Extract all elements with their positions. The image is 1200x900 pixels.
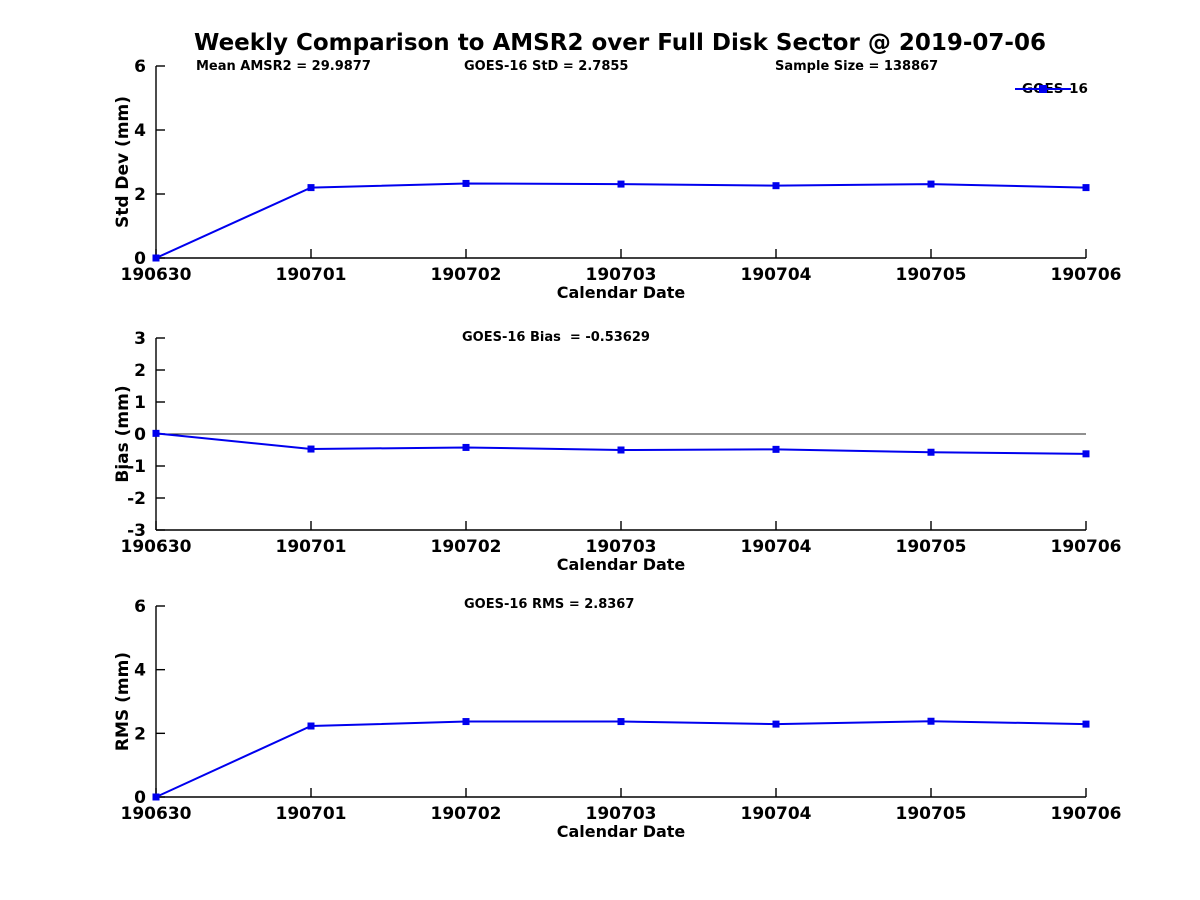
y-tick-label-std-dev: 0	[134, 249, 146, 269]
x-tick-label-rms: 190630	[121, 804, 192, 824]
data-point-marker-rms	[1082, 720, 1090, 728]
y-axis-label-rms: RMS (mm)	[113, 652, 133, 751]
y-tick-label-rms: 4	[134, 661, 146, 681]
x-tick-label-std-dev: 190702	[431, 265, 502, 285]
x-tick-label-rms: 190702	[431, 804, 502, 824]
x-axis-label-std-dev: Calendar Date	[557, 283, 686, 302]
sample-size-stat: Sample Size = 138867	[775, 59, 939, 74]
data-point-marker-bias	[152, 429, 160, 437]
data-point-marker-bias	[1082, 450, 1090, 458]
data-point-marker-rms	[617, 718, 625, 726]
x-tick-label-rms: 190701	[276, 804, 347, 824]
chart-title: Weekly Comparison to AMSR2 over Full Dis…	[194, 30, 1046, 56]
goes16-line-rms	[155, 720, 1087, 798]
data-point-marker-std-dev	[772, 182, 780, 190]
legend: GOES-16	[1014, 80, 1088, 98]
x-tick-label-rms: 190703	[586, 804, 657, 824]
data-point-marker-bias	[772, 445, 780, 453]
data-point-marker-bias	[927, 448, 935, 456]
x-tick-label-bias: 190702	[431, 537, 502, 557]
x-tick-label-bias: 190706	[1051, 537, 1122, 557]
x-tick-label-bias: 190630	[121, 537, 192, 557]
goes16-line-std-dev	[155, 182, 1087, 259]
goes16-std-stat: GOES-16 StD = 2.7855	[464, 59, 629, 74]
legend-line-icon	[1015, 85, 1071, 93]
x-tick-label-rms: 190704	[741, 804, 812, 824]
data-point-marker-bias	[462, 443, 470, 451]
x-tick-label-bias: 190701	[276, 537, 347, 557]
y-tick-label-bias: 3	[134, 329, 146, 349]
x-tick-label-std-dev: 190701	[276, 265, 347, 285]
x-tick-label-std-dev: 190704	[741, 265, 812, 285]
data-point-marker-rms	[307, 722, 315, 730]
data-point-marker-std-dev	[617, 180, 625, 188]
y-tick-label-std-dev: 2	[134, 185, 146, 205]
data-point-marker-std-dev	[462, 179, 470, 187]
data-point-marker-rms	[152, 793, 160, 801]
x-tick-label-rms: 190705	[896, 804, 967, 824]
y-tick-label-bias: -1	[127, 457, 146, 477]
data-point-marker-std-dev	[927, 180, 935, 188]
x-tick-label-std-dev: 190703	[586, 265, 657, 285]
x-tick-label-std-dev: 190706	[1051, 265, 1122, 285]
rms-annotation: GOES-16 RMS = 2.8367	[464, 597, 635, 612]
data-point-marker-bias	[307, 445, 315, 453]
x-axis-label-bias: Calendar Date	[557, 555, 686, 574]
y-tick-label-rms: 2	[134, 724, 146, 744]
x-tick-label-bias: 190705	[896, 537, 967, 557]
y-tick-label-bias: 1	[134, 393, 146, 413]
y-axis-label-std-dev: Std Dev (mm)	[113, 96, 133, 228]
y-tick-label-bias: -3	[127, 521, 146, 541]
x-tick-label-bias: 190704	[741, 537, 812, 557]
x-tick-label-rms: 190706	[1051, 804, 1122, 824]
y-tick-label-rms: 6	[134, 597, 146, 617]
data-point-marker-rms	[462, 718, 470, 726]
x-axis-label-rms: Calendar Date	[557, 822, 686, 841]
y-tick-label-bias: -2	[127, 489, 146, 509]
x-tick-label-bias: 190703	[586, 537, 657, 557]
data-point-marker-std-dev	[307, 184, 315, 192]
data-point-marker-bias	[617, 446, 625, 454]
data-point-marker-std-dev	[1082, 184, 1090, 192]
bias-annotation: GOES-16 Bias = -0.53629	[462, 330, 650, 345]
x-tick-label-std-dev: 190705	[896, 265, 967, 285]
y-tick-label-rms: 0	[134, 788, 146, 808]
x-tick-label-std-dev: 190630	[121, 265, 192, 285]
data-point-marker-std-dev	[152, 254, 160, 262]
y-tick-label-std-dev: 4	[134, 121, 146, 141]
data-point-marker-rms	[772, 720, 780, 728]
y-tick-label-bias: 2	[134, 361, 146, 381]
data-point-marker-rms	[927, 717, 935, 725]
mean-amsr2-stat: Mean AMSR2 = 29.9877	[196, 59, 371, 74]
y-tick-label-bias: 0	[134, 425, 146, 445]
y-tick-label-std-dev: 6	[134, 57, 146, 77]
y-axis-label-bias: Bias (mm)	[113, 385, 133, 482]
